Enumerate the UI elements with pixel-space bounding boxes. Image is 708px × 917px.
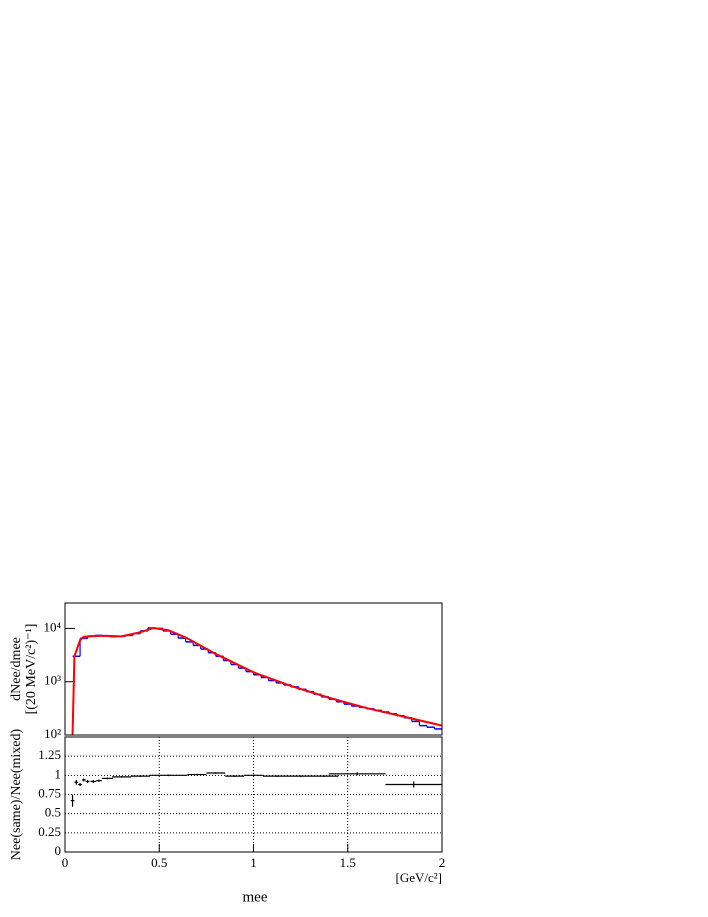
x-axis-unit: [GeV/c²]: [396, 870, 442, 885]
y-axis-label: [(20 MeV/c²)⁻¹]: [24, 624, 39, 715]
x-tick-label: 2: [439, 855, 446, 870]
y-tick-label: 10²: [44, 726, 61, 741]
y-tick-label: 0: [55, 843, 62, 858]
y-axis-label: Nee(same)/Nee(mixed): [9, 728, 24, 860]
y-tick-label: 0.5: [45, 805, 61, 820]
x-tick-label: 0: [62, 855, 69, 870]
plot-frame: [64, 602, 443, 736]
y-tick-label: 1: [55, 766, 62, 781]
x-tick-label: 1: [250, 855, 257, 870]
x-tick-label: 0.5: [151, 855, 167, 870]
y-axis-label: dNee/dmee: [9, 637, 24, 701]
x-axis-label: mee: [243, 889, 268, 905]
y-tick-label: 10⁴: [43, 619, 61, 634]
y-tick-label: 1.25: [38, 747, 61, 762]
x-tick-label: 1.5: [340, 855, 356, 870]
plot-frame: [64, 736, 443, 853]
y-tick-label: 10³: [44, 673, 61, 688]
y-tick-label: 0.75: [38, 785, 61, 800]
y-tick-label: 0.25: [38, 824, 61, 839]
fit-line: [71, 626, 443, 736]
